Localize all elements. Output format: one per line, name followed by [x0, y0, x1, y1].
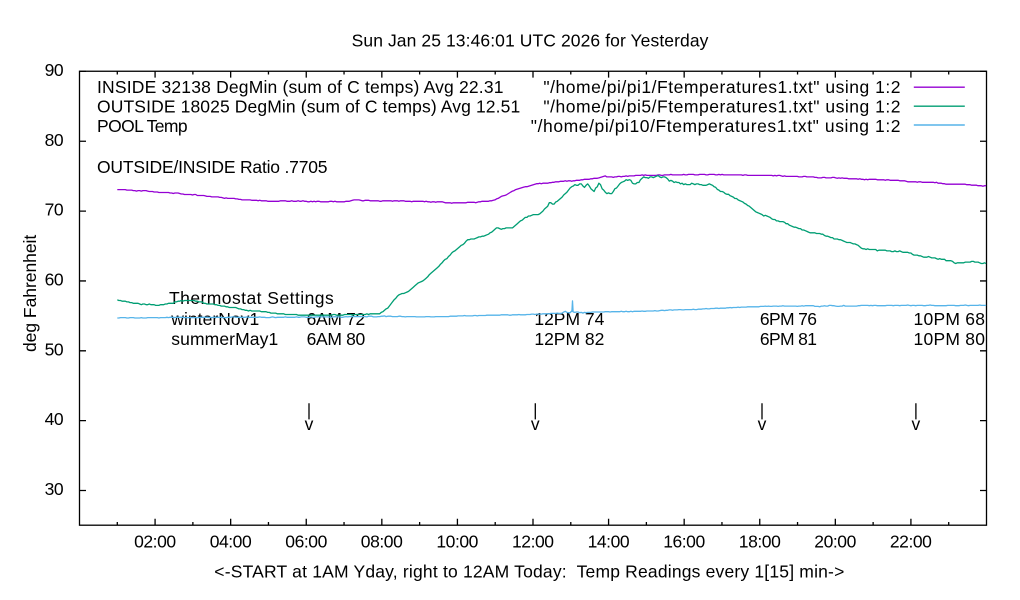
svg-text:16:00: 16:00: [663, 532, 705, 552]
svg-text:Sun Jan 25 13:46:01 UTC 2026 f: Sun Jan 25 13:46:01 UTC 2026 for Yesterd…: [352, 31, 709, 51]
svg-text:06:00: 06:00: [285, 532, 327, 552]
svg-text:Thermostat Settings: Thermostat Settings: [169, 288, 334, 308]
svg-text:6PM 81: 6PM 81: [760, 329, 817, 349]
svg-text:90: 90: [45, 60, 64, 80]
svg-text:"/home/pi/pi5/Ftemperatures1.t: "/home/pi/pi5/Ftemperatures1.txt" using …: [543, 97, 900, 117]
svg-text:6AM 72: 6AM 72: [307, 309, 366, 329]
svg-text:v: v: [912, 414, 921, 434]
svg-text:10:00: 10:00: [436, 532, 478, 552]
svg-text:30: 30: [45, 479, 64, 499]
svg-text:14:00: 14:00: [588, 532, 630, 552]
svg-text:22:00: 22:00: [890, 532, 932, 552]
svg-text:20:00: 20:00: [814, 532, 856, 552]
svg-text:02:00: 02:00: [134, 532, 176, 552]
svg-text:70: 70: [45, 200, 64, 220]
svg-text:summerMay1: summerMay1: [171, 329, 278, 349]
svg-text:v: v: [305, 414, 314, 434]
svg-text:"/home/pi/pi10/Ftemperatures1.: "/home/pi/pi10/Ftemperatures1.txt" using…: [531, 116, 901, 136]
svg-text:80: 80: [45, 130, 64, 150]
svg-text:INSIDE 32138 DegMin (sum of C: INSIDE 32138 DegMin (sum of C temps) Avg…: [97, 77, 504, 97]
svg-text:v: v: [758, 414, 767, 434]
svg-text:6AM 80: 6AM 80: [307, 329, 366, 349]
svg-text:10PM 68: 10PM 68: [914, 309, 986, 329]
svg-text:18:00: 18:00: [739, 532, 781, 552]
svg-text:POOL Temp: POOL Temp: [97, 116, 188, 136]
svg-text:40: 40: [45, 409, 64, 429]
svg-text:OUTSIDE/INSIDE Ratio .7705: OUTSIDE/INSIDE Ratio .7705: [97, 157, 328, 177]
svg-text:<-START at 1AM Yday, right to: <-START at 1AM Yday, right to 12AM Today…: [214, 562, 844, 582]
svg-text:deg Fahrenheit: deg Fahrenheit: [20, 235, 40, 352]
svg-text:60: 60: [45, 269, 64, 289]
svg-text:OUTSIDE 18025 DegMin (sum of C: OUTSIDE 18025 DegMin (sum of C temps) Av…: [97, 97, 520, 117]
svg-text:winterNov1: winterNov1: [170, 309, 259, 329]
svg-text:12:00: 12:00: [512, 532, 554, 552]
svg-text:10PM 80: 10PM 80: [914, 329, 986, 349]
svg-text:6PM 76: 6PM 76: [760, 309, 817, 329]
svg-text:v: v: [531, 414, 540, 434]
svg-text:04:00: 04:00: [210, 532, 252, 552]
svg-text:"/home/pi/pi1/Ftemperatures1.t: "/home/pi/pi1/Ftemperatures1.txt" using …: [543, 77, 900, 97]
svg-text:12PM 82: 12PM 82: [534, 329, 604, 349]
svg-text:50: 50: [45, 339, 64, 359]
svg-text:08:00: 08:00: [361, 532, 403, 552]
